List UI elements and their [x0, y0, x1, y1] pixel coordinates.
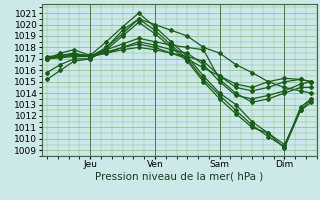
X-axis label: Pression niveau de la mer( hPa ): Pression niveau de la mer( hPa ) — [95, 172, 263, 182]
